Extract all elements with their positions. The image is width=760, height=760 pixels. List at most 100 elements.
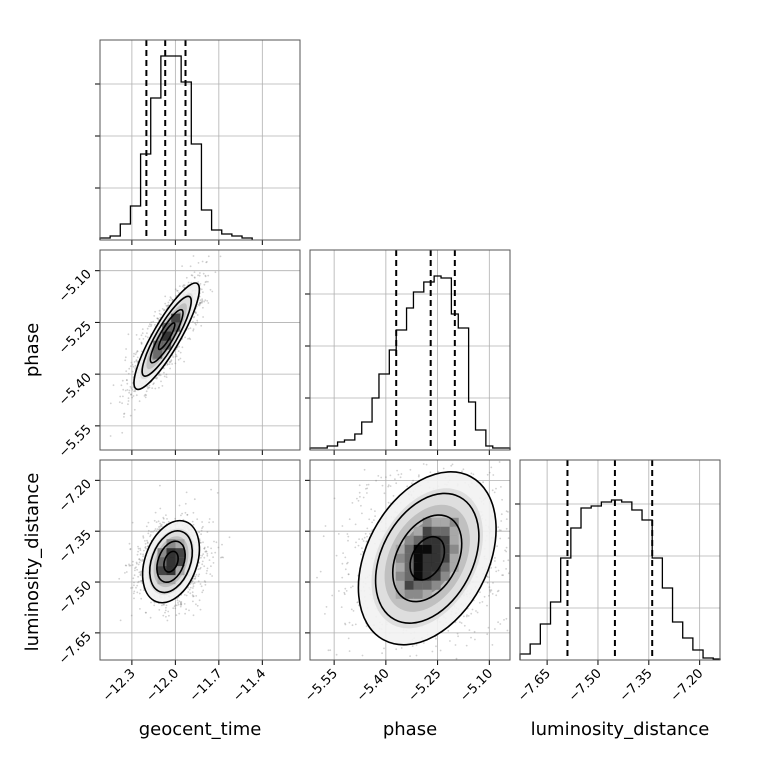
scatter-geocent-time-luminosity-distance-point [191,594,194,597]
scatter-geocent-time-luminosity-distance-density-cell [175,566,185,576]
scatter-phase-luminosity-distance-point [344,622,346,625]
scatter-geocent-time-luminosity-distance-point [139,572,142,575]
scatter-geocent-time-luminosity-distance-point [138,571,141,574]
scatter-geocent-time-phase-point [191,274,194,277]
scatter-phase-luminosity-distance-point [494,560,496,562]
scatter-geocent-time-phase-point [121,379,124,382]
scatter-phase-luminosity-distance-point [457,635,459,638]
scatter-phase-luminosity-distance-point [344,623,347,626]
scatter-geocent-time-phase-density-cell [162,322,172,332]
scatter-geocent-time-luminosity-distance-point [139,608,141,610]
scatter-phase-luminosity-distance-point [363,468,366,471]
scatter-geocent-time-luminosity-distance-point [142,535,145,538]
scatter-geocent-time-luminosity-distance-border [99,459,301,661]
scatter-geocent-time-luminosity-distance-point [174,517,177,520]
scatter-phase-luminosity-distance-point [358,484,361,487]
scatter-phase-luminosity-distance-point [399,476,402,479]
scatter-phase-luminosity-distance-density-cell [404,589,414,599]
scatter-geocent-time-luminosity-distance-point [161,604,163,607]
scatter-geocent-time-phase-point [129,365,132,368]
scatter-geocent-time-luminosity-distance-point [133,590,136,593]
scatter-geocent-time-phase-point [207,255,210,258]
scatter-geocent-time-luminosity-distance-point [163,603,166,606]
scatter-geocent-time-luminosity-distance-point [192,614,195,617]
scatter-geocent-time-luminosity-distance-point [177,602,179,604]
scatter-geocent-time-luminosity-distance-point [184,502,187,505]
scatter-geocent-time-luminosity-distance-point [156,528,159,530]
scatter-geocent-time-luminosity-distance-plot-area [118,484,231,622]
scatter-phase-luminosity-distance-point [433,451,435,453]
scatter-phase-luminosity-distance-point [344,568,347,571]
scatter-phase-luminosity-distance-point [387,485,390,488]
scatter-phase-luminosity-distance-point [341,562,344,565]
scatter-geocent-time-luminosity-distance-point [195,603,197,606]
scatter-geocent-time-phase-point [123,416,125,418]
scatter-phase-luminosity-distance-point [500,513,503,516]
scatter-phase-luminosity-distance-xtick-label-2: −5.25 [406,666,445,705]
scatter-phase-luminosity-distance-point [510,560,512,562]
scatter-geocent-time-phase-point [163,371,165,374]
scatter-geocent-time-phase-contour-1 [149,308,184,364]
scatter-geocent-time-luminosity-distance-density-cell [175,548,185,558]
scatter-geocent-time-luminosity-distance-point [177,603,180,606]
scatter-geocent-time-luminosity-distance-point [190,581,193,584]
scatter-geocent-time-phase-point [170,360,172,363]
scatter-geocent-time-luminosity-distance-point [200,556,202,559]
scatter-geocent-time-phase-point [132,355,135,358]
scatter-geocent-time-phase-point [164,295,167,298]
scatter-geocent-time-luminosity-distance-point [142,555,145,558]
scatter-geocent-time-phase-point [203,283,206,286]
scatter-phase-luminosity-distance-density-cell [431,571,441,581]
scatter-phase-luminosity-distance-point [360,553,362,556]
scatter-phase-luminosity-distance-point [362,540,365,542]
scatter-phase-luminosity-distance-point [500,662,502,664]
scatter-geocent-time-phase-point [122,395,124,398]
scatter-geocent-time-phase-point [190,274,193,277]
scatter-phase-luminosity-distance-point [494,557,496,559]
scatter-geocent-time-phase-point [202,272,205,275]
scatter-phase-luminosity-distance-point [470,636,472,639]
scatter-phase-luminosity-distance-point [366,492,368,494]
scatter-geocent-time-phase-point [153,382,155,384]
scatter-phase-luminosity-distance-xtick-label-3: −5.10 [457,666,496,705]
scatter-phase-luminosity-distance-point [513,490,515,492]
scatter-phase-luminosity-distance-point [360,669,362,671]
scatter-geocent-time-luminosity-distance-point [159,525,162,528]
scatter-phase-luminosity-distance-point [436,458,438,460]
scatter-geocent-time-luminosity-distance-point [192,585,195,588]
scatter-geocent-time-phase-point [176,289,178,292]
scatter-phase-luminosity-distance-point [514,537,516,539]
scatter-phase-luminosity-distance-point [422,642,425,644]
scatter-phase-luminosity-distance-point [507,537,510,539]
scatter-geocent-time-luminosity-distance-point [207,546,209,548]
scatter-geocent-time-luminosity-distance-point [129,564,132,567]
hist-phase-border [309,249,511,451]
scatter-phase-luminosity-distance-point [429,471,432,474]
scatter-phase-luminosity-distance-xtick-label-0: −5.55 [302,666,341,705]
scatter-phase-luminosity-distance-point [415,644,418,646]
scatter-phase-luminosity-distance-point [505,546,508,549]
scatter-geocent-time-luminosity-distance-point [202,589,205,592]
scatter-phase-luminosity-distance-point [344,556,347,559]
scatter-geocent-time-luminosity-distance-point [179,602,182,605]
scatter-geocent-time-luminosity-distance-point [139,573,142,576]
scatter-geocent-time-luminosity-distance-point [200,533,203,536]
scatter-geocent-time-phase-point [151,387,154,389]
scatter-phase-luminosity-distance-point [501,498,503,501]
scatter-geocent-time-phase-point [167,304,170,307]
scatter-phase-luminosity-distance-point [478,601,481,604]
scatter-geocent-time-luminosity-distance-point [159,522,162,525]
scatter-phase-luminosity-distance-point [341,576,344,579]
scatter-geocent-time-phase-point [147,386,150,389]
scatter-geocent-time-luminosity-distance-point [192,595,195,598]
scatter-geocent-time-phase-point [201,300,203,303]
scatter-geocent-time-phase-point [125,348,127,350]
scatter-geocent-time-luminosity-distance-point [164,611,166,614]
scatter-phase-luminosity-distance-point [423,457,425,459]
scatter-geocent-time-luminosity-distance-point [131,586,134,589]
scatter-geocent-time-luminosity-distance-point [206,567,209,570]
scatter-geocent-time-luminosity-distance-point [208,518,211,520]
scatter-geocent-time-phase-plot-area [109,255,222,437]
scatter-geocent-time-luminosity-distance-point [138,580,140,583]
scatter-phase-luminosity-distance-point [368,518,371,521]
